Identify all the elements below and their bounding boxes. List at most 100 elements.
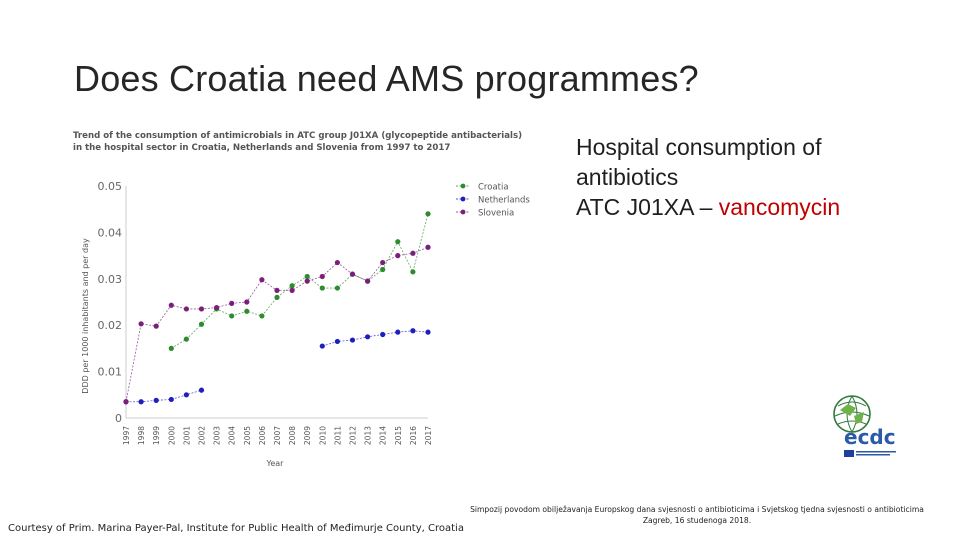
- legend-label-netherlands: Netherlands: [478, 196, 530, 206]
- y-tick-label: 0.04: [98, 226, 123, 239]
- croatia-point-2009: [304, 273, 310, 280]
- slovenia-point-2016: [410, 250, 416, 256]
- croatia-series-line: [171, 213, 429, 349]
- slovenia-point-2008: [289, 287, 295, 293]
- slovenia-point-2007: [274, 287, 280, 293]
- y-tick-label: 0.03: [98, 273, 123, 286]
- globe-icon: [833, 395, 871, 433]
- symposium-line-2: Zagreb, 16 studenoga 2018.: [642, 516, 752, 525]
- netherlands-point-2016: [410, 328, 416, 334]
- x-tick-label: 1997: [122, 426, 131, 445]
- x-tick-label: 2007: [273, 426, 282, 445]
- x-tick-label: 2003: [213, 426, 222, 445]
- croatia-point-2005: [244, 308, 250, 314]
- x-tick-label: 1998: [137, 426, 146, 445]
- x-tick-label: 2016: [409, 426, 418, 445]
- legend-label-slovenia: Slovenia: [478, 209, 514, 219]
- slovenia-point-2017: [425, 244, 431, 250]
- y-tick-label: 0.02: [98, 319, 123, 332]
- slovenia-point-2009: [304, 278, 310, 284]
- croatia-point-2004: [229, 313, 235, 319]
- croatia-point-2000: [168, 345, 174, 351]
- slovenia-point-2015: [395, 253, 401, 259]
- x-tick-label: 2012: [349, 426, 358, 445]
- croatia-point-2016: [410, 269, 416, 275]
- croatia-point-2007: [274, 294, 280, 300]
- slovenia-point-2011: [334, 259, 340, 266]
- slovenia-point-2005: [244, 299, 250, 305]
- netherlands-point-2014: [380, 331, 386, 338]
- croatia-point-2017: [425, 211, 431, 217]
- netherlands-point-2002: [198, 387, 205, 393]
- y-tick-label: 0.05: [98, 180, 123, 193]
- slovenia-point-2002: [198, 306, 205, 312]
- netherlands-point-2010: [319, 343, 325, 349]
- croatia-point-2015: [395, 239, 401, 245]
- legend-marker-netherlands: [460, 196, 466, 202]
- x-tick-label: 2000: [167, 426, 176, 445]
- slovenia-point-1998: [138, 321, 144, 327]
- eu-flag-icon: [844, 450, 854, 457]
- x-tick-label: 2006: [258, 426, 267, 445]
- x-tick-label: 2010: [318, 426, 327, 445]
- vancomycin-highlight: vancomycin: [718, 194, 841, 220]
- side-line-3-prefix: ATC J01XA –: [576, 194, 719, 220]
- side-line-3: ATC J01XA – vancomycin: [576, 192, 840, 222]
- netherlands-series-line: [126, 389, 202, 403]
- netherlands-point-2011: [334, 338, 340, 345]
- x-tick-label: 2009: [303, 426, 312, 445]
- ecdc-logo-text: ecdc: [844, 425, 896, 449]
- croatia-point-2002: [198, 321, 205, 327]
- netherlands-point-2001: [183, 392, 189, 398]
- slovenia-point-2014: [380, 259, 386, 266]
- croatia-point-2010: [319, 285, 325, 291]
- x-tick-label: 2013: [364, 426, 373, 445]
- x-tick-label: 2005: [243, 426, 252, 445]
- croatia-point-2011: [334, 285, 340, 291]
- netherlands-point-2017: [425, 329, 431, 335]
- slide-title: Does Croatia need AMS programmes?: [74, 58, 699, 99]
- ecdc-logo: ecdc: [833, 395, 896, 457]
- netherlands-point-1998: [138, 399, 144, 405]
- chart-title: Trend of the consumption of antimicrobia…: [73, 131, 523, 153]
- x-tick-label: 2011: [333, 426, 342, 445]
- croatia-point-2001: [183, 336, 189, 342]
- slovenia-point-2006: [259, 277, 265, 283]
- vancomycin-consumption-chart: 0 0.01 0.02 0.03 0.04 0.05 1997 1998 1999 2000 200…: [81, 180, 530, 468]
- x-tick-label: 2017: [424, 426, 433, 445]
- croatia-point-2008: [289, 283, 295, 289]
- x-tick-label: 2001: [182, 426, 191, 445]
- side-line-1: Hospital consumption of: [576, 134, 822, 160]
- netherlands-point-1999: [153, 397, 159, 403]
- legend-marker-slovenia: [460, 209, 466, 215]
- x-tick-label: 2015: [394, 426, 403, 445]
- slovenia-point-2004: [229, 300, 235, 306]
- slovenia-point-1999: [153, 323, 159, 329]
- legend-marker-croatia: [460, 183, 466, 189]
- x-tick-label: 2004: [228, 426, 237, 445]
- netherlands-point-2013: [365, 334, 371, 340]
- croatia-point-2014: [380, 266, 386, 273]
- courtesy-credit: Courtesy of Prim. Marina Payer-Pal, Inst…: [8, 523, 464, 534]
- y-axis-title: DDD per 1000 inhabitants and per day: [81, 238, 90, 394]
- netherlands-point-2000: [168, 396, 174, 403]
- symposium-note: Simpozij povodom obilježavanja Europskog…: [452, 504, 942, 526]
- slovenia-point-2001: [183, 306, 189, 312]
- side-description: Hospital consumption of antibiotics ATC …: [576, 132, 840, 222]
- x-tick-label: 2014: [379, 426, 388, 445]
- x-tick-label: 2008: [288, 426, 297, 445]
- x-tick-label: 2002: [198, 426, 207, 445]
- legend-label-croatia: Croatia: [478, 183, 509, 193]
- croatia-point-2006: [259, 313, 265, 319]
- x-tick-label: 1999: [152, 426, 161, 445]
- slovenia-point-2013: [365, 278, 371, 284]
- netherlands-point-2015: [395, 329, 401, 335]
- symposium-line-1: Simpozij povodom obilježavanja Europskog…: [470, 505, 924, 514]
- y-tick-label: 0: [115, 412, 122, 425]
- slovenia-point-2003: [214, 304, 220, 311]
- x-axis-title: Year: [266, 459, 285, 468]
- side-line-2: antibiotics: [576, 164, 679, 190]
- slovenia-point-2012: [349, 271, 356, 277]
- netherlands-point-2012: [349, 337, 356, 343]
- y-tick-label: 0.01: [98, 366, 123, 379]
